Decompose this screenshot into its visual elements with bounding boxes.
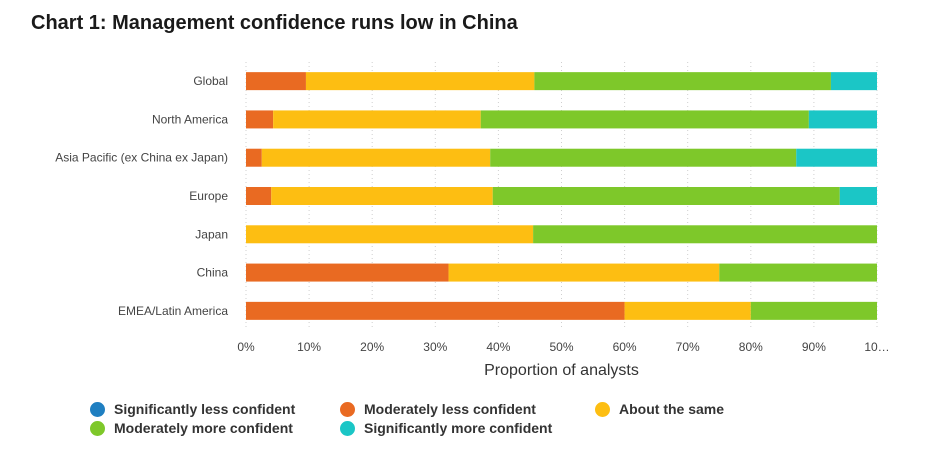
category-label: Japan: [195, 227, 228, 241]
category-label: Asia Pacific (ex China ex Japan): [55, 151, 228, 165]
bar-segment: [533, 225, 877, 244]
legend-label: About the same: [619, 401, 725, 417]
legend-label: Moderately less confident: [364, 401, 536, 417]
bar-segment: [490, 148, 797, 167]
bar-segment: [448, 263, 720, 282]
category-label: Europe: [189, 189, 228, 203]
bar-segment: [261, 148, 491, 167]
bar-segment: [246, 225, 534, 244]
x-tick-label: 10…: [864, 340, 889, 354]
legend-item[interactable]: Significantly less confident: [90, 401, 295, 417]
legend-item[interactable]: Significantly more confident: [340, 420, 552, 436]
x-tick-label: 50%: [549, 340, 573, 354]
legend-marker: [90, 420, 105, 436]
bar-segment: [534, 72, 831, 91]
x-tick-label: 20%: [360, 340, 384, 354]
bar-segment: [246, 187, 272, 205]
legend-item[interactable]: Moderately more confident: [90, 420, 293, 436]
legend-marker: [340, 401, 355, 417]
bar-segment: [246, 72, 306, 91]
chart-title: Chart 1: Management confidence runs low …: [31, 12, 518, 34]
x-tick-label: 40%: [486, 340, 510, 354]
legend-marker: [340, 420, 355, 436]
bar-segment: [273, 110, 481, 129]
stacked-bar-chart: Global North America Asia Pacific (ex Chin…: [55, 62, 890, 379]
bar-segment: [492, 187, 840, 205]
bar-segment: [750, 301, 877, 320]
bar-segment: [271, 187, 493, 205]
x-axis-label: Proportion of analysts: [484, 362, 639, 379]
bar-segment: [305, 72, 535, 91]
bars: [246, 72, 877, 320]
legend-marker: [595, 401, 610, 417]
legend: Significantly less confident Moderately l…: [90, 398, 790, 442]
category-labels: Global North America Asia Pacific (ex Chin…: [55, 74, 228, 318]
bar-segment: [246, 301, 625, 320]
x-tick-label: 70%: [676, 340, 700, 354]
x-tick-label: 90%: [802, 340, 826, 354]
x-tick-label: 30%: [423, 340, 447, 354]
x-tick-label: 80%: [739, 340, 763, 354]
gridlines: [245, 62, 878, 330]
x-tick-label: 0%: [237, 340, 255, 354]
category-label: China: [197, 266, 229, 280]
legend-label: Moderately more confident: [114, 420, 293, 436]
legend-label: Significantly less confident: [114, 401, 296, 417]
category-label: EMEA/Latin America: [118, 304, 228, 318]
bar-segment: [480, 110, 809, 129]
legend-item[interactable]: Moderately less confident: [340, 401, 536, 417]
x-tick-label: 60%: [613, 340, 637, 354]
bar-segment: [808, 110, 877, 129]
x-tick-labels: 0% 10% 20% 30% 40% 50% 60% 70% 80% 90% 10…: [237, 340, 889, 354]
category-label: North America: [152, 112, 228, 126]
x-tick-label: 10%: [297, 340, 321, 354]
bar-segment: [246, 148, 262, 167]
bar-segment: [830, 72, 877, 91]
bar-segment: [796, 148, 877, 167]
legend-item[interactable]: About the same: [595, 401, 724, 417]
bar-segment: [246, 263, 449, 282]
legend-marker: [90, 401, 105, 417]
category-label: Global: [193, 74, 228, 88]
bar-segment: [719, 263, 877, 282]
bar-segment: [839, 187, 877, 205]
bar-segment: [246, 110, 274, 129]
legend-label: Significantly more confident: [364, 420, 553, 436]
bar-segment: [624, 301, 751, 320]
